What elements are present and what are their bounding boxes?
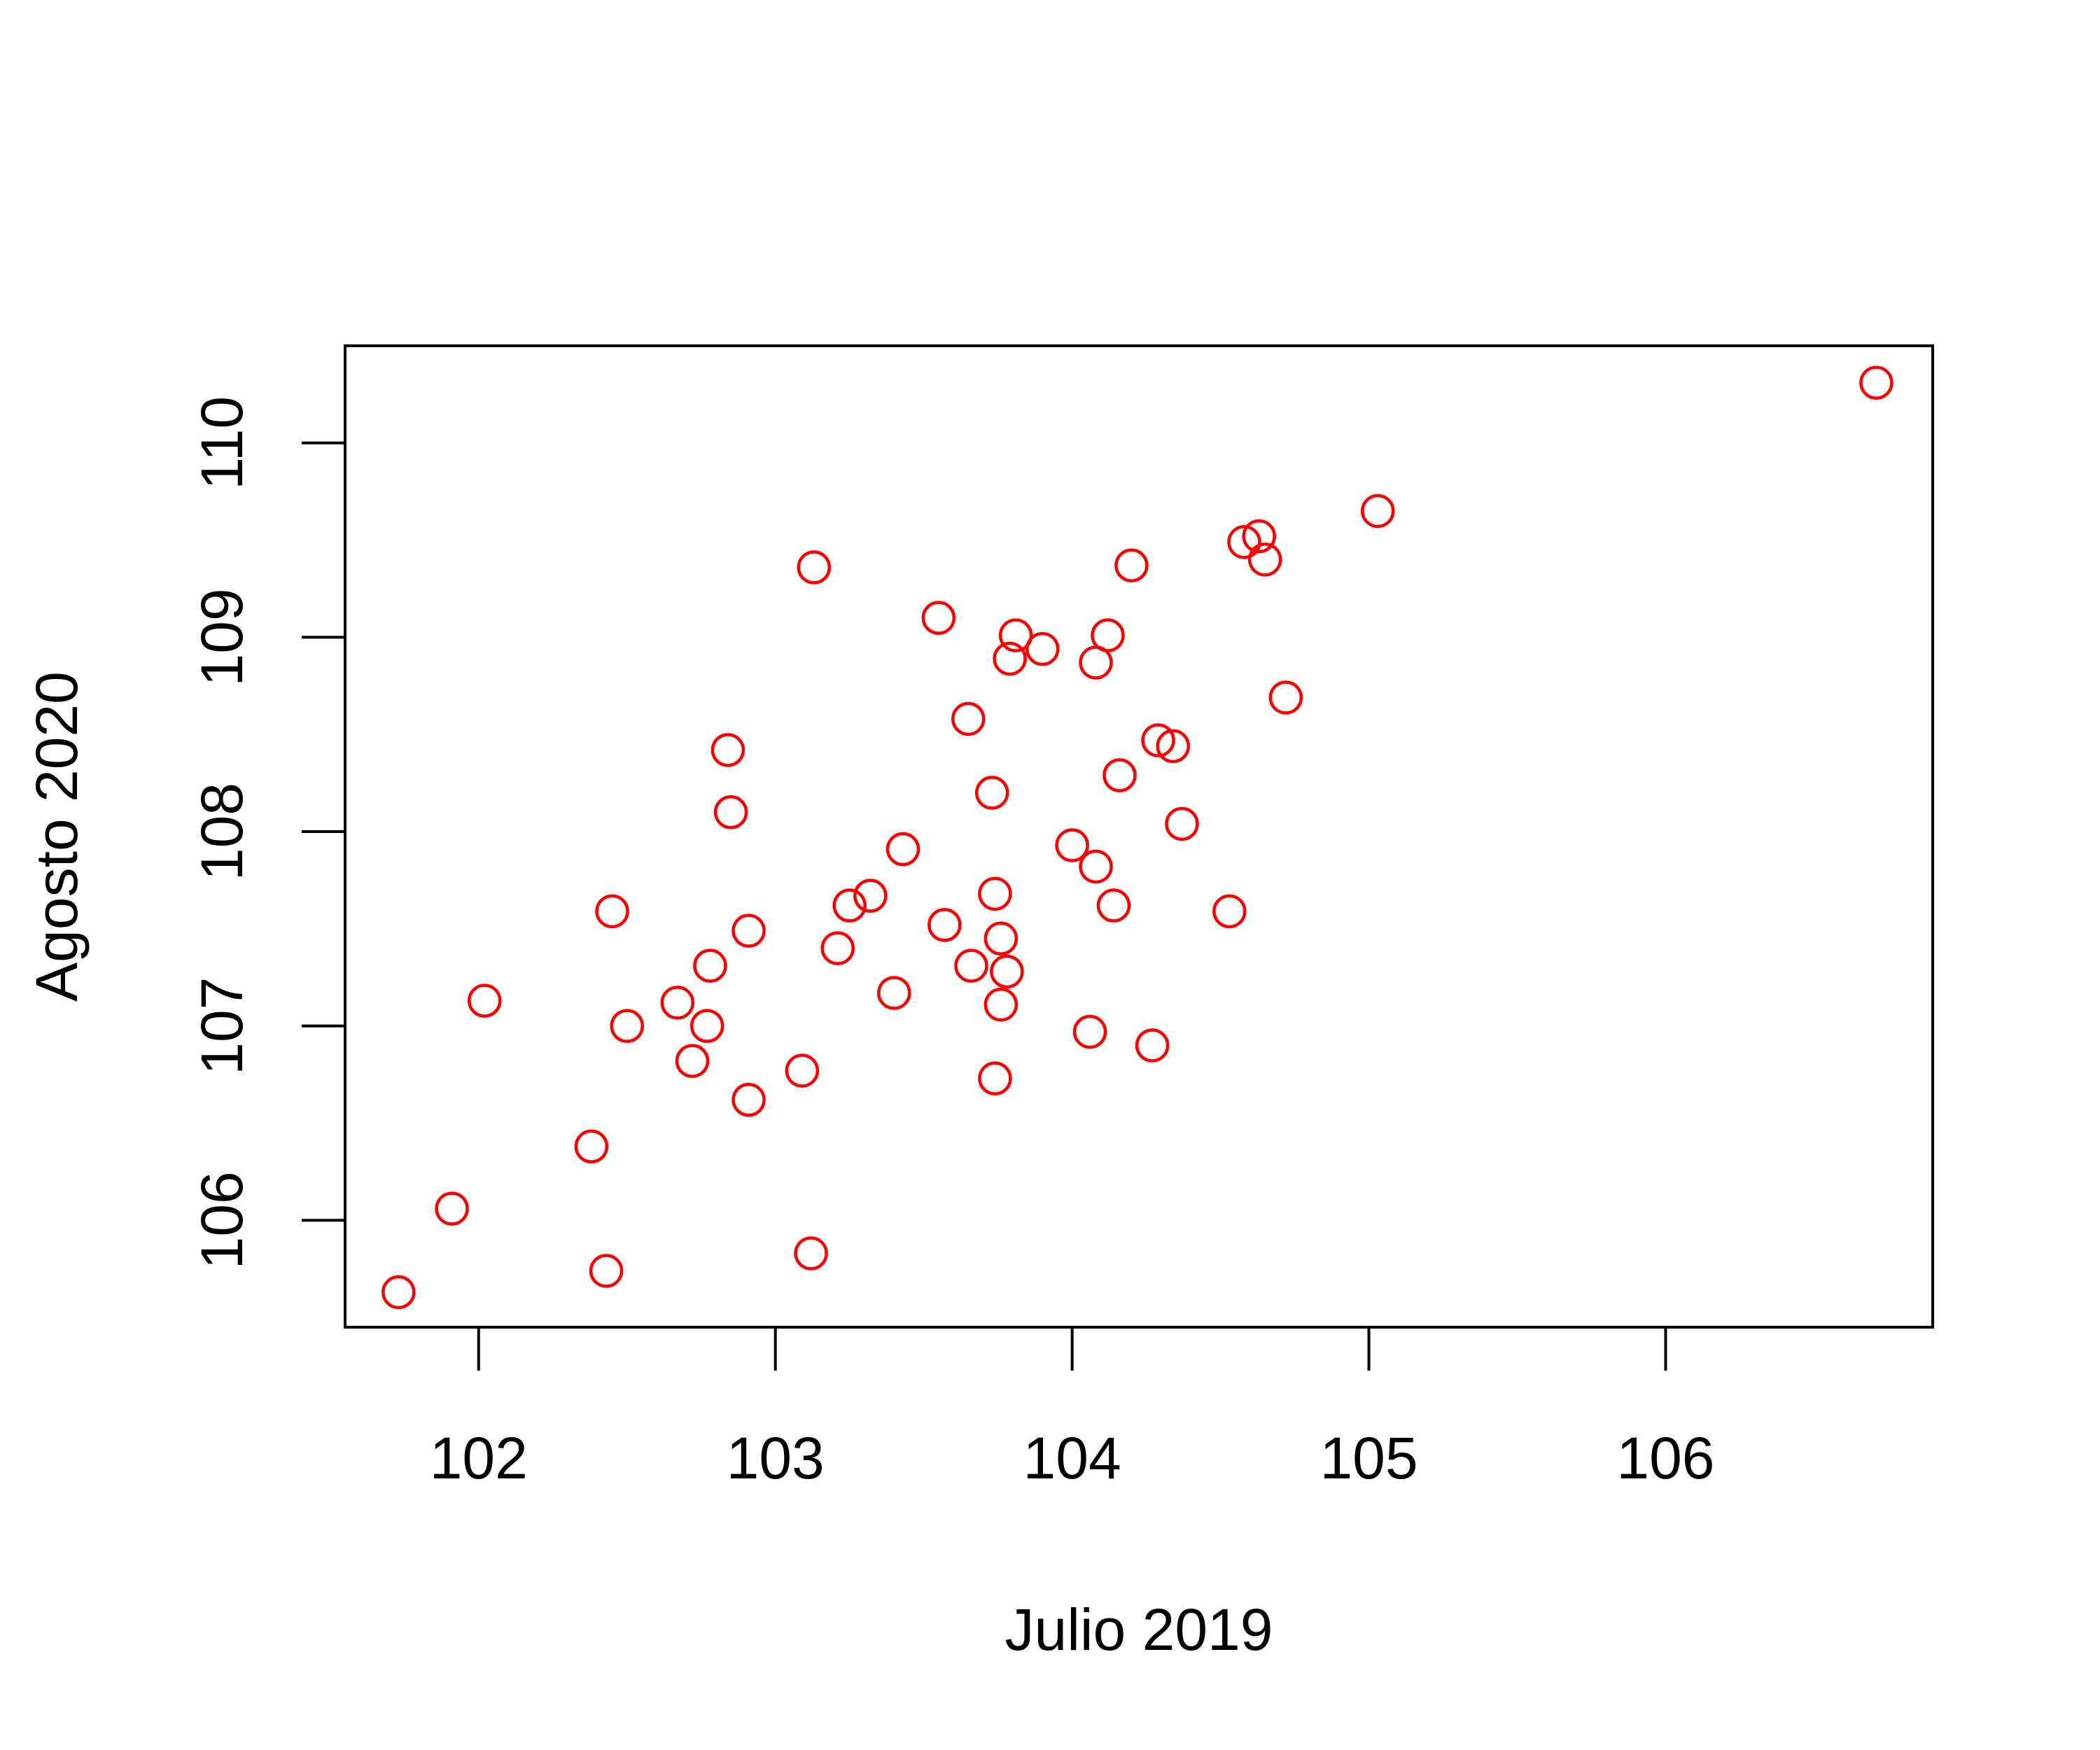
data-point bbox=[820, 931, 855, 965]
plot-frame bbox=[344, 344, 1934, 1329]
data-point bbox=[954, 948, 988, 983]
data-point bbox=[951, 701, 986, 736]
data-point bbox=[1091, 618, 1125, 652]
data-point bbox=[710, 733, 746, 767]
y-tick-label: 109 bbox=[189, 588, 255, 686]
data-point bbox=[1859, 365, 1893, 400]
y-tick-label: 107 bbox=[189, 977, 255, 1075]
data-point bbox=[983, 987, 1018, 1022]
data-points bbox=[382, 365, 1893, 1310]
data-point bbox=[589, 1254, 624, 1288]
data-point bbox=[610, 1009, 644, 1043]
data-point bbox=[1156, 729, 1191, 764]
data-point bbox=[690, 1009, 724, 1043]
y-axis-label: Agosto 2020 bbox=[24, 671, 90, 1002]
data-point bbox=[435, 1191, 469, 1226]
data-point bbox=[1361, 493, 1395, 528]
x-tick-label: 105 bbox=[1320, 1425, 1418, 1491]
data-point bbox=[993, 641, 1027, 676]
y-axis: 106 107 108 109 110 bbox=[189, 396, 346, 1269]
x-axis: 102 103 104 105 106 bbox=[430, 1326, 1715, 1491]
data-point bbox=[693, 948, 727, 983]
data-point bbox=[794, 1236, 828, 1270]
data-point bbox=[1268, 680, 1303, 715]
data-point bbox=[1114, 548, 1149, 582]
data-point bbox=[886, 832, 920, 867]
data-point bbox=[1242, 519, 1276, 554]
data-point bbox=[978, 876, 1012, 911]
data-point bbox=[927, 908, 962, 942]
x-tick-label: 106 bbox=[1616, 1425, 1714, 1491]
data-point bbox=[1212, 894, 1247, 929]
data-point bbox=[998, 618, 1033, 652]
x-axis-label: Julio 2019 bbox=[1005, 1597, 1273, 1662]
data-point bbox=[983, 921, 1018, 956]
data-point bbox=[797, 550, 832, 584]
data-point bbox=[660, 986, 695, 1020]
data-point bbox=[1025, 631, 1060, 666]
data-point bbox=[1227, 525, 1261, 559]
data-point bbox=[785, 1054, 820, 1088]
data-point bbox=[853, 878, 888, 913]
data-point bbox=[732, 913, 766, 948]
data-point bbox=[382, 1275, 416, 1310]
data-point bbox=[1079, 849, 1113, 884]
data-point bbox=[1247, 542, 1282, 577]
data-point bbox=[832, 888, 867, 923]
data-point bbox=[1072, 1014, 1107, 1049]
data-point bbox=[921, 601, 956, 635]
data-point bbox=[1165, 806, 1199, 841]
data-point bbox=[1096, 888, 1131, 923]
data-point bbox=[1141, 723, 1175, 757]
y-tick-label: 106 bbox=[189, 1171, 255, 1269]
data-point bbox=[732, 1082, 766, 1117]
data-point bbox=[467, 983, 502, 1018]
data-point bbox=[675, 1044, 710, 1078]
data-point bbox=[974, 776, 1009, 810]
data-point bbox=[978, 1061, 1012, 1096]
y-tick-label: 110 bbox=[189, 396, 255, 490]
data-point bbox=[1055, 828, 1089, 862]
x-tick-label: 104 bbox=[1023, 1425, 1121, 1491]
data-point bbox=[574, 1129, 609, 1164]
data-point bbox=[877, 976, 911, 1010]
y-tick-label: 108 bbox=[189, 783, 255, 881]
data-point bbox=[990, 954, 1024, 989]
data-point bbox=[1135, 1028, 1170, 1063]
x-tick-label: 103 bbox=[727, 1425, 825, 1491]
data-point bbox=[1102, 758, 1137, 792]
data-point bbox=[595, 894, 629, 929]
x-tick-label: 102 bbox=[430, 1425, 528, 1491]
data-point bbox=[713, 795, 748, 830]
